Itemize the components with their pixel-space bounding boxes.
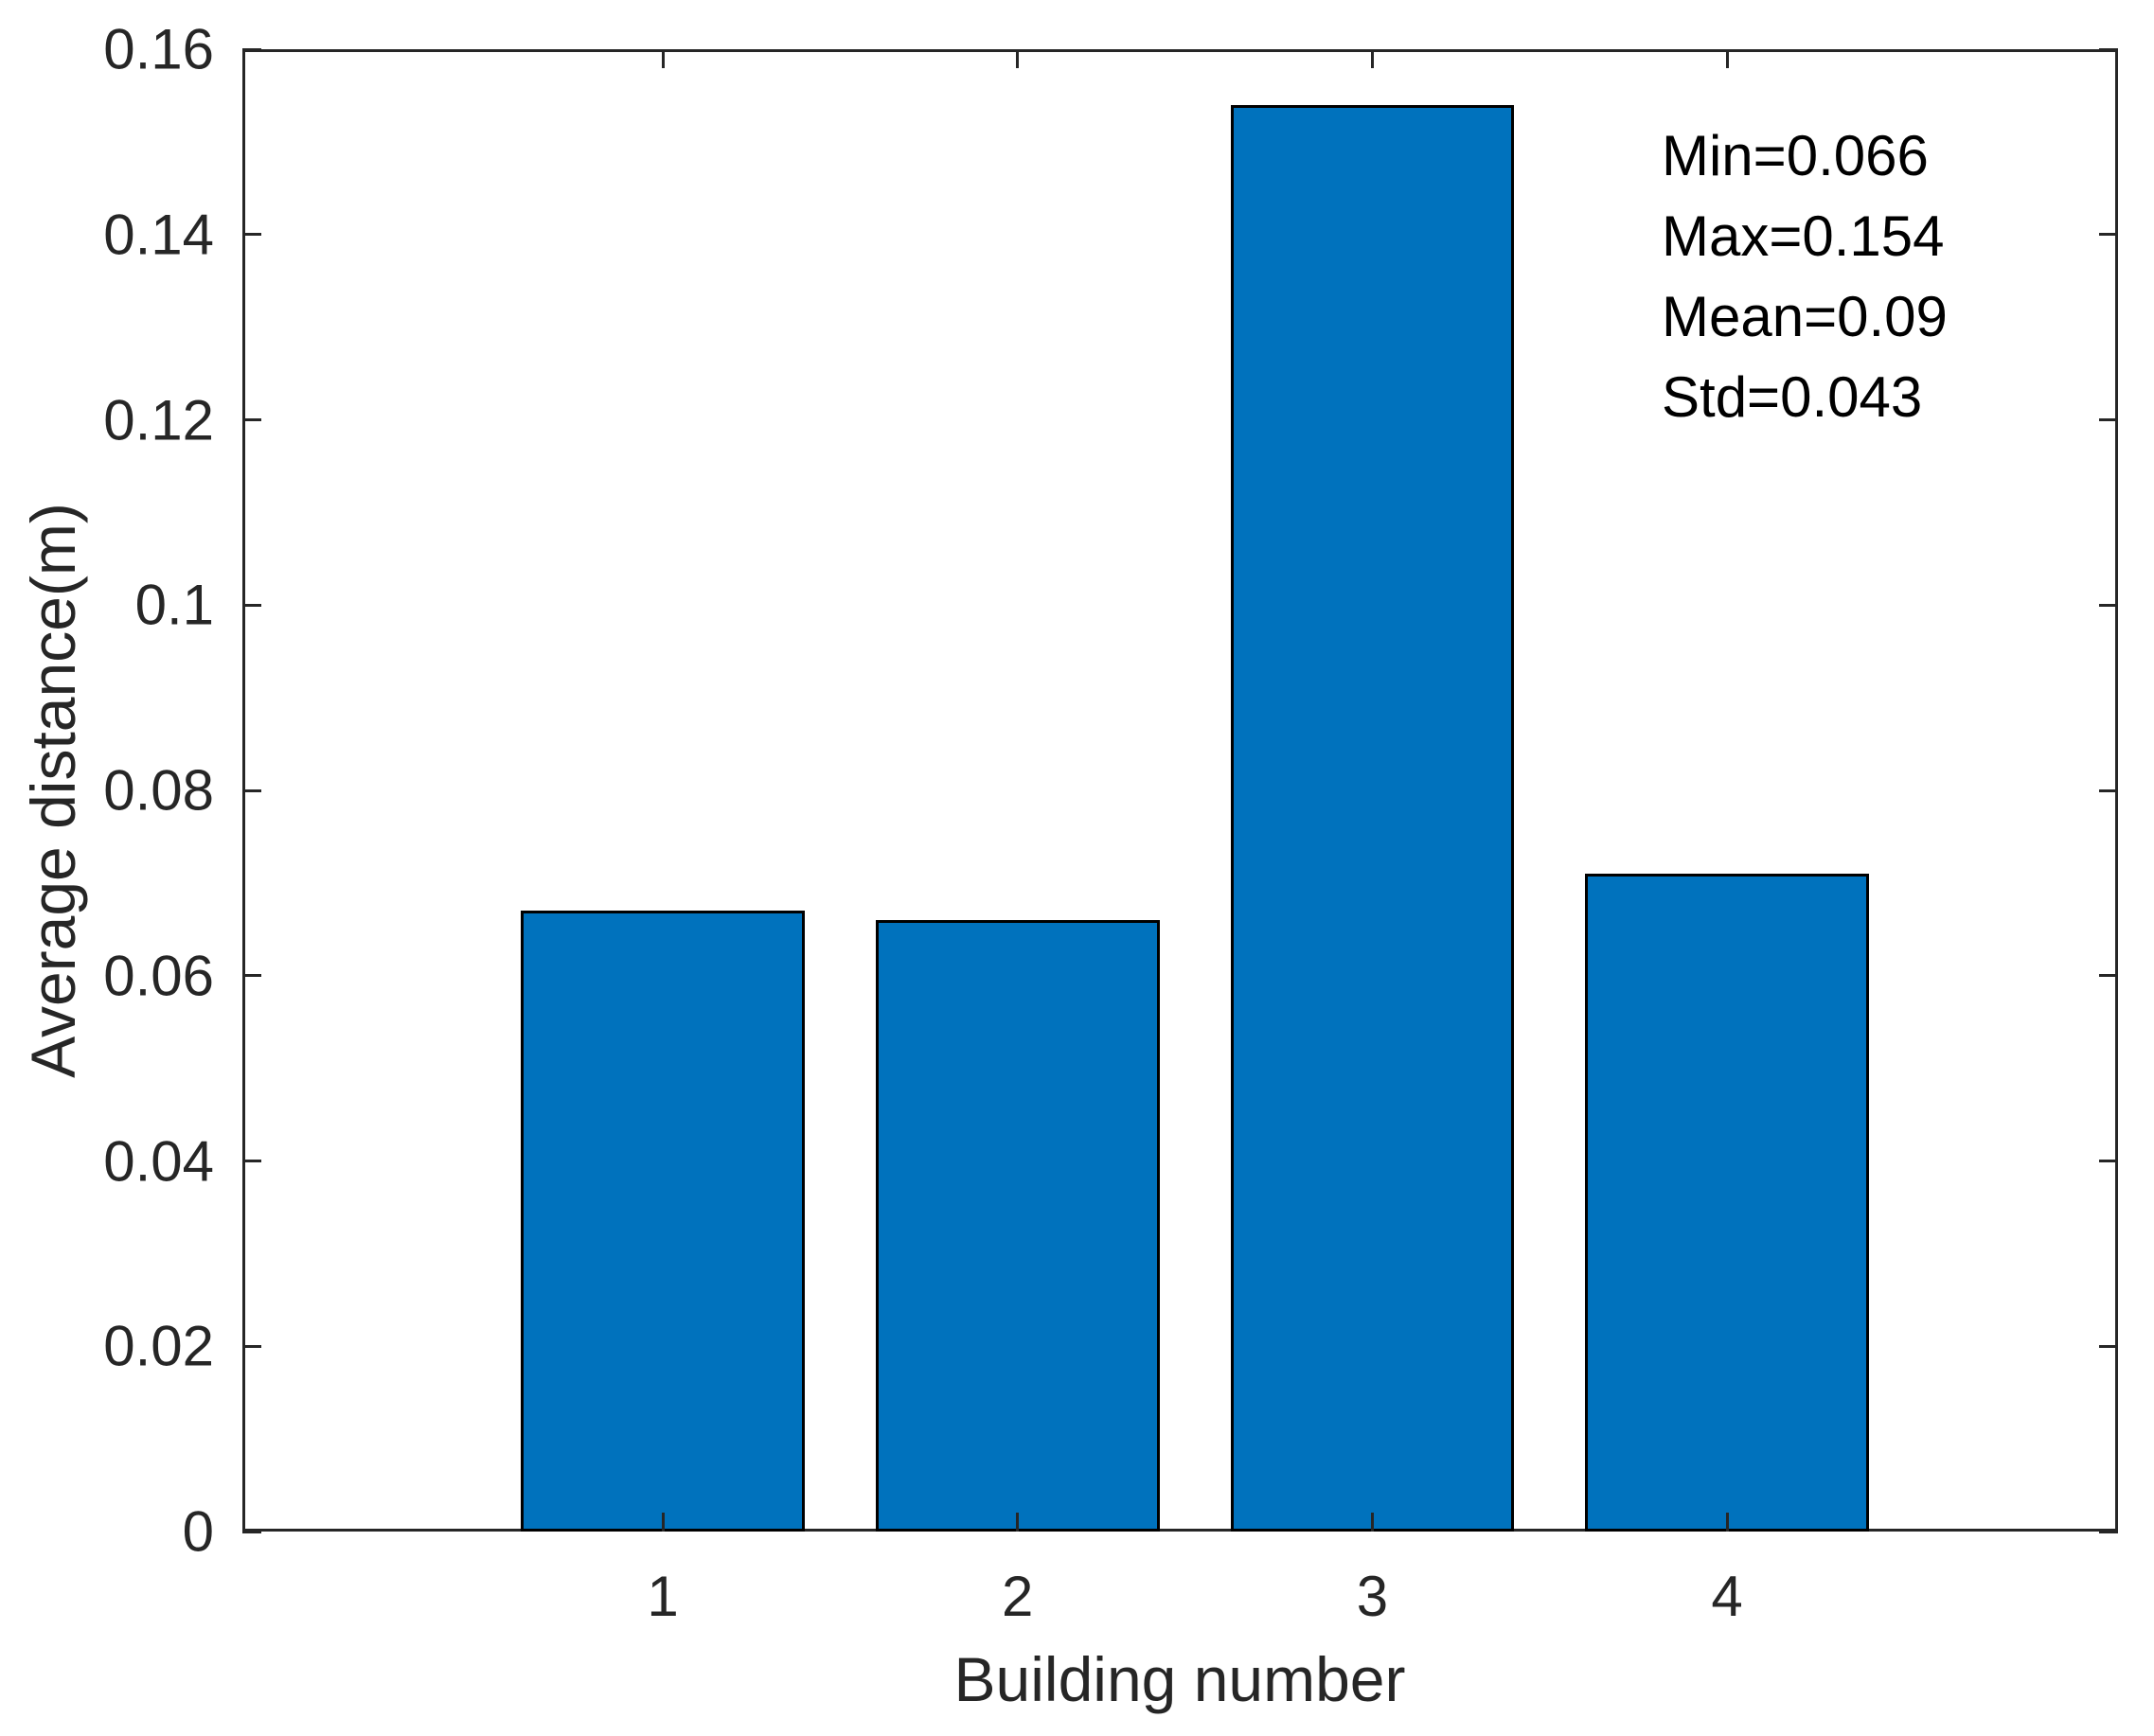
x-tick-label: 3 bbox=[1356, 1565, 1389, 1628]
y-tick-label: 0.08 bbox=[103, 758, 214, 823]
bar-building-4 bbox=[1585, 874, 1869, 1532]
x-tick-label: 1 bbox=[647, 1565, 679, 1628]
y-tick-right bbox=[2099, 47, 2118, 51]
y-tick-right bbox=[2099, 233, 2118, 237]
y-tick-right bbox=[2099, 418, 2118, 421]
y-tick-right bbox=[2099, 603, 2118, 607]
y-tick-left bbox=[242, 1344, 261, 1348]
y-tick-label: 0.1 bbox=[134, 573, 214, 637]
x-axis-label: Building number bbox=[953, 1644, 1406, 1714]
y-tick-label: 0.04 bbox=[103, 1129, 214, 1193]
y-tick-right bbox=[2099, 974, 2118, 978]
y-tick-right bbox=[2099, 1530, 2118, 1533]
x-tick-top bbox=[1016, 49, 1020, 68]
stats-annotation: Min=0.066 Max=0.154 Mean=0.09 Std=0.043 bbox=[1662, 115, 1948, 437]
y-axis-label: Average distance(m) bbox=[18, 503, 88, 1078]
y-tick-left bbox=[242, 233, 261, 237]
x-tick-bottom bbox=[661, 1513, 665, 1532]
y-tick-label: 0.16 bbox=[103, 17, 214, 81]
x-tick-top bbox=[1370, 49, 1374, 68]
x-tick-label: 4 bbox=[1711, 1565, 1743, 1628]
bar-building-2 bbox=[875, 920, 1160, 1532]
annotation-line: Mean=0.09 bbox=[1662, 285, 1948, 348]
y-tick-left bbox=[242, 418, 261, 421]
annotation-line: Std=0.043 bbox=[1662, 365, 1923, 429]
axis-ticks-layer bbox=[242, 47, 2118, 1533]
bar-building-3 bbox=[1230, 104, 1515, 1532]
y-tick-label: 0.14 bbox=[103, 203, 214, 267]
y-tick-right bbox=[2099, 788, 2118, 792]
x-tick-bottom bbox=[1016, 1513, 1020, 1532]
x-tick-label: 2 bbox=[1002, 1565, 1034, 1628]
annotation-line: Max=0.154 bbox=[1662, 204, 1945, 268]
y-tick-right bbox=[2099, 1344, 2118, 1348]
y-tick-label: 0.06 bbox=[103, 944, 214, 1008]
y-tick-label: 0.12 bbox=[103, 388, 214, 452]
x-tick-top bbox=[661, 49, 665, 68]
x-tick-bottom bbox=[1725, 1513, 1729, 1532]
y-tick-label: 0.02 bbox=[103, 1314, 214, 1378]
x-tick-top bbox=[1725, 49, 1729, 68]
bars-layer bbox=[242, 49, 2118, 1532]
y-tick-label: 0 bbox=[182, 1499, 214, 1564]
y-tick-left bbox=[242, 1160, 261, 1162]
y-tick-right bbox=[2099, 1160, 2118, 1162]
x-tick-bottom bbox=[1370, 1513, 1374, 1532]
y-tick-left bbox=[242, 974, 261, 978]
y-tick-left bbox=[242, 47, 261, 51]
annotation-line: Min=0.066 bbox=[1662, 124, 1929, 187]
y-tick-left bbox=[242, 603, 261, 607]
y-tick-left bbox=[242, 788, 261, 792]
y-tick-left bbox=[242, 1530, 261, 1533]
